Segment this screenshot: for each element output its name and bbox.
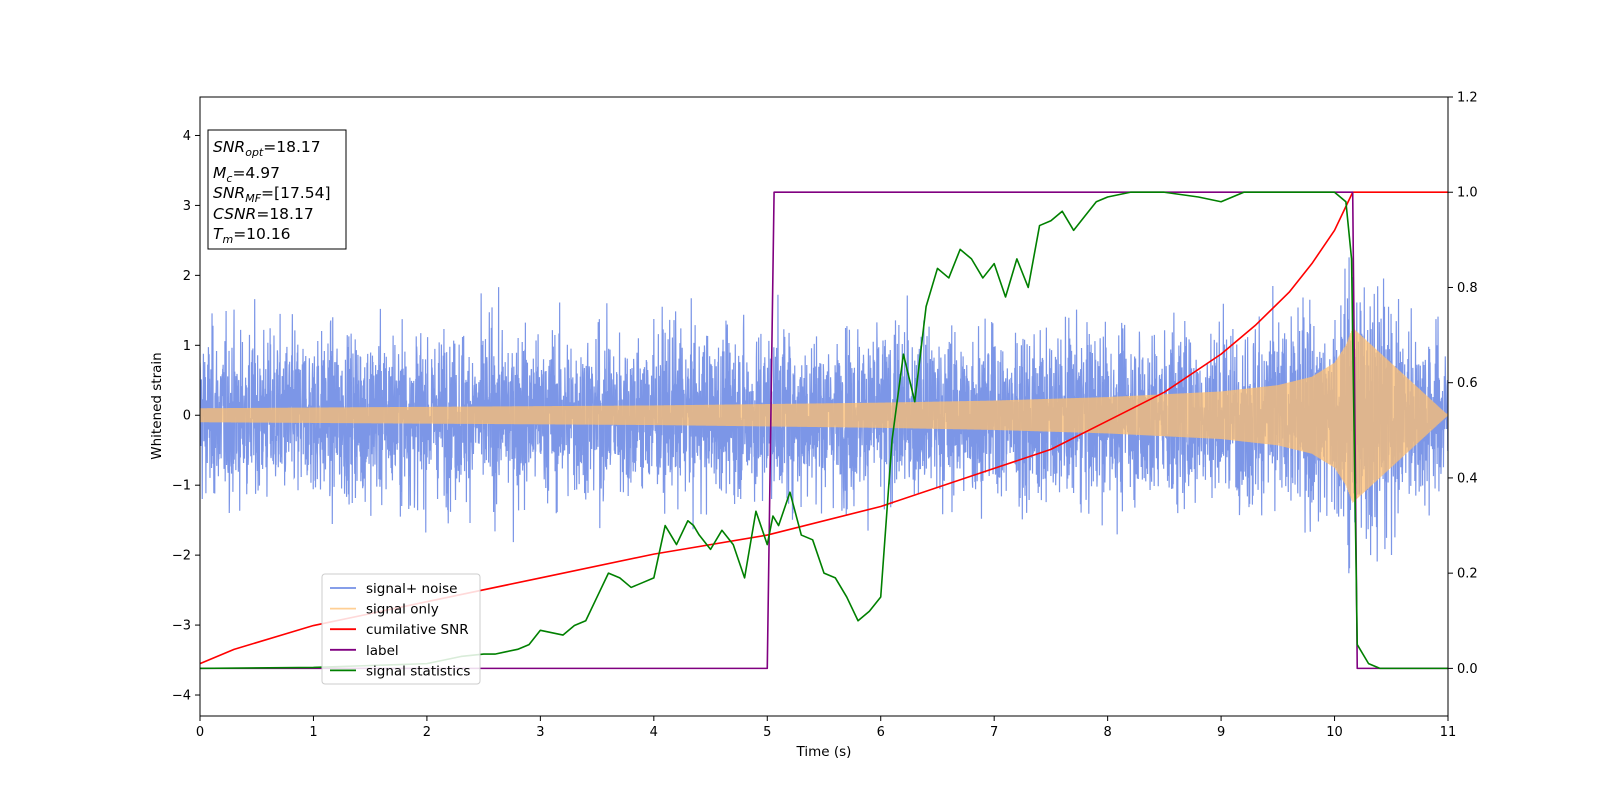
y-tick-label: 3 [183,199,191,214]
x-tick-label: 2 [423,725,431,740]
y2-tick-label: 1.2 [1457,91,1478,106]
x-tick-label: 1 [309,725,317,740]
signal-plus-noise-line [200,257,1448,574]
y2-tick-label: 0.4 [1457,471,1478,486]
signal-only-line [200,328,1448,503]
x-axis-label: Time (s) [796,744,852,760]
info-mc: Mc=4.97 [213,164,280,185]
legend-label: signal statistics [366,663,470,679]
y-tick-label: −1 [172,479,191,494]
y-tick-label: 0 [183,409,191,424]
info-snr-mf: SNRMF=[17.54] [213,184,331,205]
x-tick-label: 3 [536,725,544,740]
x-tick-label: 10 [1326,725,1343,740]
x-tick-label: 6 [877,725,885,740]
info-csnr: CSNR=18.17 [213,205,314,223]
y2-tick-label: 0.0 [1457,662,1478,677]
y2-tick-label: 0.2 [1457,567,1478,582]
y-tick-label: −2 [172,549,191,564]
x-tick-label: 4 [650,725,658,740]
signal-statistics-line [200,191,1448,670]
x-tick-label: 9 [1217,725,1225,740]
x-tick-label: 7 [990,725,998,740]
x-axis: 0 1 2 3 4 5 6 7 8 9 10 11 [196,716,1456,740]
info-snr-opt: SNRopt=18.17 [213,138,321,159]
plot-frame [199,96,1449,717]
label-line [200,191,1448,670]
y-axis-right: 0.0 0.2 0.4 0.6 0.8 1.0 1.2 [1448,91,1478,677]
legend-label: signal+ noise [366,581,457,597]
y-axis-left: −4 −3 −2 −1 0 1 2 3 4 [172,129,200,704]
y2-tick-label: 0.6 [1457,376,1478,391]
info-box: SNRopt=18.17 Mc=4.97 SNRMF=[17.54] CSNR=… [207,129,347,250]
legend-label: cumilative SNR [366,622,469,638]
legend: signal+ noise signal only cumilative SNR la… [321,573,481,685]
x-tick-label: 0 [196,725,204,740]
y-tick-label: −4 [172,689,191,704]
legend-label: signal only [366,602,439,618]
info-box-frame [207,129,347,250]
x-tick-label: 11 [1440,725,1457,740]
legend-label: label [366,643,399,659]
x-tick-label: 8 [1103,725,1111,740]
info-tm: Tm=10.16 [213,225,291,246]
y-tick-label: −3 [172,619,191,634]
y-axis-label: Whitened strain [149,352,165,459]
y2-tick-label: 1.0 [1457,186,1478,201]
legend-frame [321,573,481,685]
y-tick-label: 2 [183,269,191,284]
x-tick-label: 5 [763,725,771,740]
y-tick-label: 1 [183,339,191,354]
y-tick-label: 4 [183,129,191,144]
y2-tick-label: 0.8 [1457,281,1478,296]
